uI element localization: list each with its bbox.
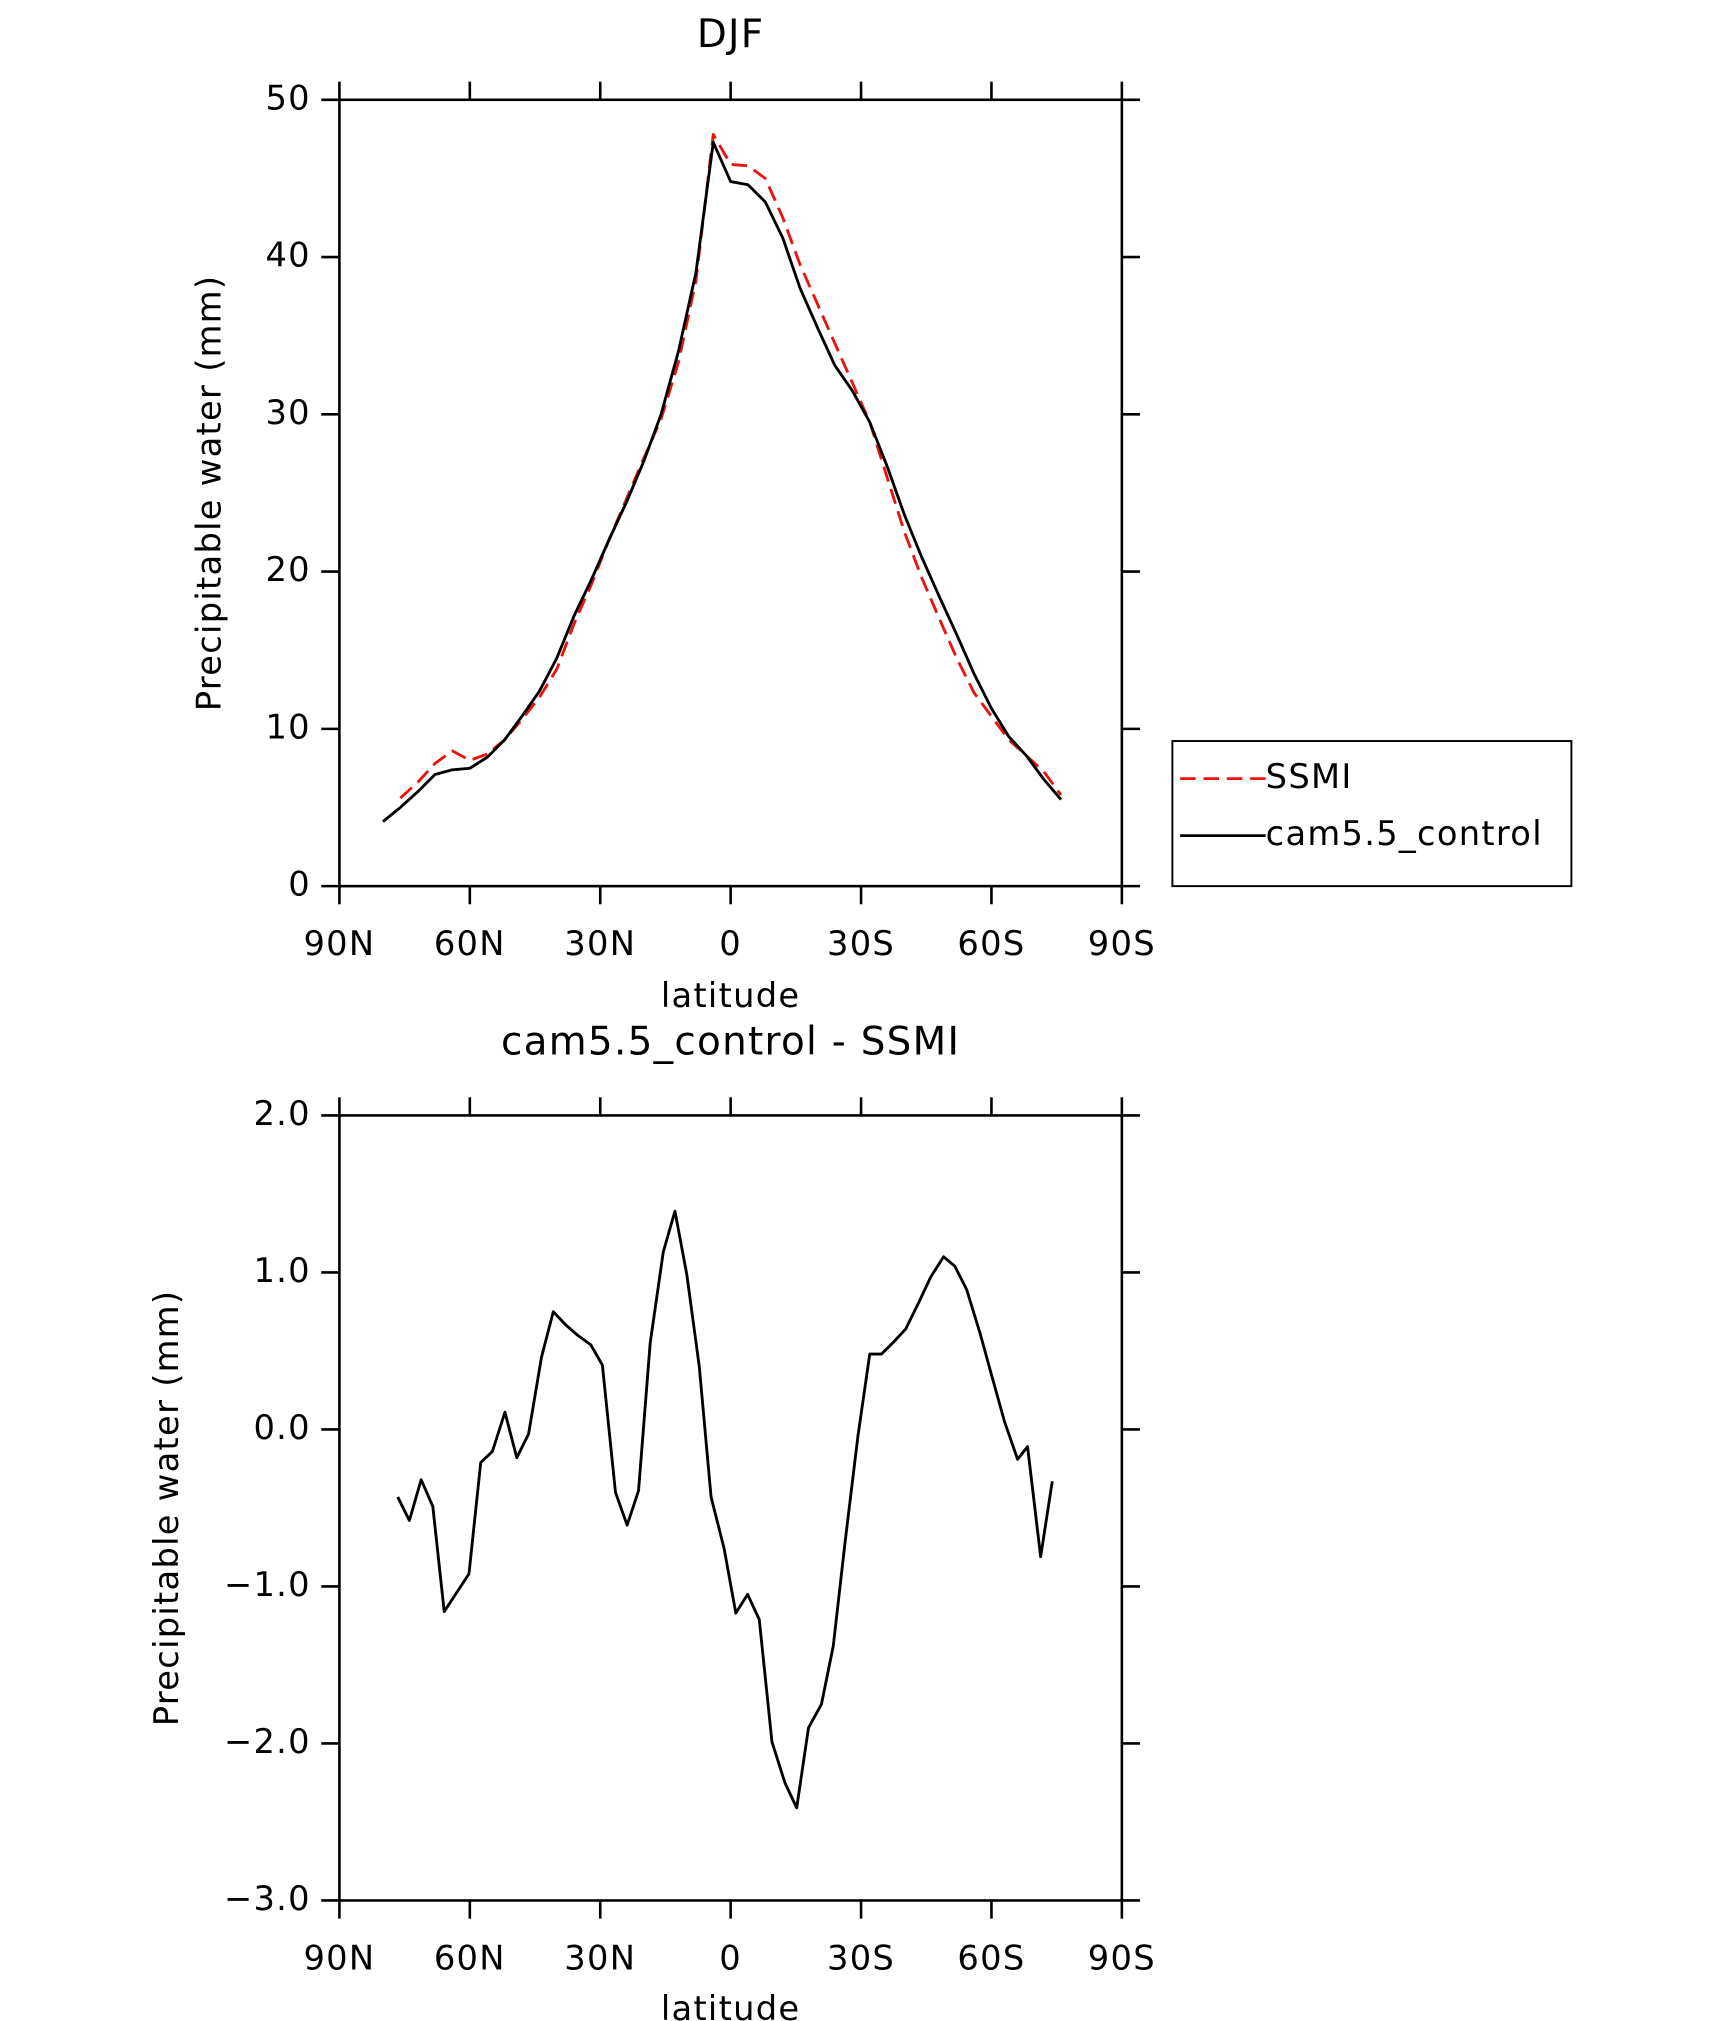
plot-frame — [338, 98, 1124, 888]
x-tick-label: 90S — [1088, 1939, 1156, 1978]
x-tick-label: 60N — [434, 924, 506, 963]
plot-frame — [338, 1114, 1124, 1902]
y-tick-label: 50 — [265, 78, 310, 117]
chart-title: DJF — [697, 12, 765, 57]
y-tick-label: 40 — [265, 236, 310, 275]
x-tick-label: 30N — [564, 1939, 636, 1978]
legend-box — [1171, 740, 1573, 888]
y-tick-label: −3.0 — [224, 1879, 311, 1918]
x-tick-label: 0 — [719, 924, 742, 963]
legend-label: SSMI — [1266, 757, 1353, 796]
x-tick-label: 30N — [564, 924, 636, 963]
data-line — [396, 1209, 1054, 1810]
x-axis-label: latitude — [661, 1989, 801, 2021]
y-tick-label: 10 — [265, 707, 310, 746]
y-axis-label: Precipitable water (mm) — [190, 275, 229, 711]
legend-label: cam5.5_control — [1266, 814, 1543, 853]
y-tick-label: 0 — [288, 865, 311, 904]
x-tick-label: 60S — [957, 924, 1025, 963]
x-tick-label: 30S — [827, 1939, 895, 1978]
y-axis-label: Precipitable water (mm) — [147, 1290, 186, 1726]
chart-title: cam5.5_control - SSMI — [501, 1020, 960, 1065]
y-tick-label: 30 — [265, 393, 310, 432]
x-tick-label: 0 — [719, 1939, 742, 1978]
x-tick-label: 60S — [957, 1939, 1025, 1978]
y-tick-label: 20 — [265, 550, 310, 589]
x-axis-label: latitude — [661, 976, 801, 1015]
x-tick-label: 90N — [303, 1939, 375, 1978]
x-tick-label: 90S — [1088, 924, 1156, 963]
data-line — [399, 132, 1063, 800]
y-tick-label: 0.0 — [253, 1408, 310, 1447]
x-tick-label: 60N — [434, 1939, 506, 1978]
y-tick-label: 1.0 — [253, 1251, 310, 1290]
y-tick-label: −1.0 — [224, 1565, 311, 1604]
y-tick-label: −2.0 — [224, 1722, 311, 1761]
y-tick-label: 2.0 — [253, 1094, 310, 1133]
x-tick-label: 30S — [827, 924, 895, 963]
data-line — [382, 140, 1063, 823]
x-tick-label: 90N — [303, 924, 375, 963]
